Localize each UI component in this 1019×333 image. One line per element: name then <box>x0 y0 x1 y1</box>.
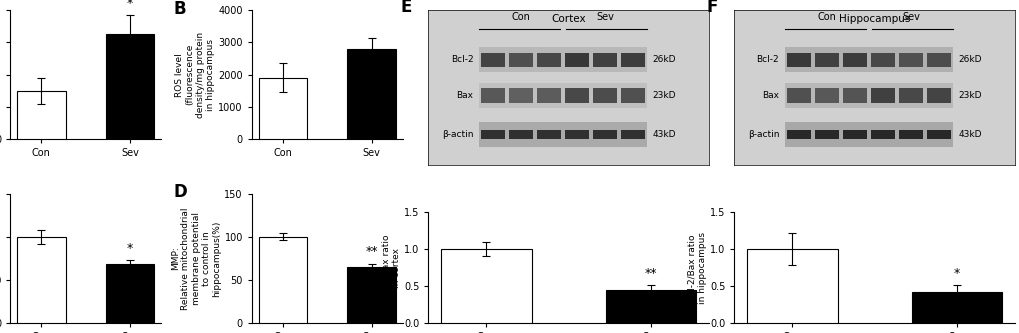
Bar <box>814 53 838 67</box>
Bar <box>593 88 616 103</box>
Text: Cortex: Cortex <box>551 14 585 24</box>
Bar <box>440 249 531 323</box>
Bar <box>481 53 504 67</box>
Bar <box>746 249 837 323</box>
Text: **: ** <box>365 245 378 258</box>
Bar <box>565 88 588 103</box>
Bar <box>621 53 644 67</box>
Text: D: D <box>173 183 186 201</box>
Bar <box>814 88 838 103</box>
Bar <box>17 237 66 323</box>
Bar <box>537 130 560 139</box>
Bar <box>899 88 922 103</box>
Text: *: * <box>126 242 133 255</box>
Bar <box>787 53 810 67</box>
Text: Bcl-2: Bcl-2 <box>450 55 473 64</box>
Bar <box>605 290 696 323</box>
Bar <box>870 53 894 67</box>
Bar <box>537 88 560 103</box>
Text: E: E <box>399 0 412 16</box>
Text: 43kD: 43kD <box>652 130 676 139</box>
Text: Sev: Sev <box>596 12 613 22</box>
Bar <box>814 130 838 139</box>
Bar <box>106 34 154 139</box>
Bar <box>347 267 395 323</box>
Text: 43kD: 43kD <box>958 130 981 139</box>
Bar <box>870 130 894 139</box>
Bar <box>478 83 647 108</box>
Bar <box>899 130 922 139</box>
Bar <box>478 47 647 72</box>
Bar <box>481 88 504 103</box>
Text: β-actin: β-actin <box>747 130 779 139</box>
Y-axis label: Bcl-2/Bax ratio
in hippocampus: Bcl-2/Bax ratio in hippocampus <box>687 231 706 303</box>
Bar <box>259 78 307 139</box>
Text: Sev: Sev <box>901 12 919 22</box>
Text: 23kD: 23kD <box>652 91 676 100</box>
Bar <box>565 130 588 139</box>
Text: Con: Con <box>816 12 836 22</box>
Text: *: * <box>126 0 133 10</box>
Text: B: B <box>173 0 185 18</box>
Bar <box>508 130 532 139</box>
Bar <box>784 83 952 108</box>
Text: 26kD: 26kD <box>958 55 981 64</box>
Bar <box>870 88 894 103</box>
Bar <box>843 53 866 67</box>
Bar <box>347 49 395 139</box>
Bar <box>926 88 950 103</box>
Bar <box>593 53 616 67</box>
Bar <box>784 122 952 147</box>
Text: β-actin: β-actin <box>441 130 473 139</box>
Bar <box>911 292 1001 323</box>
Bar <box>621 130 644 139</box>
Y-axis label: ROS level
(fluorescence
density/mg protein
in hippocampus: ROS level (fluorescence density/mg prote… <box>175 32 215 118</box>
Text: Bax: Bax <box>455 91 473 100</box>
Bar <box>784 47 952 72</box>
Bar <box>926 130 950 139</box>
Text: Con: Con <box>511 12 530 22</box>
Bar <box>481 130 504 139</box>
Text: Bax: Bax <box>761 91 779 100</box>
Bar <box>843 88 866 103</box>
Bar <box>787 88 810 103</box>
Bar <box>508 53 532 67</box>
Bar <box>17 91 66 139</box>
Bar <box>106 264 154 323</box>
Bar <box>787 130 810 139</box>
Text: *: * <box>953 267 959 280</box>
Y-axis label: Bcl-2/Bax ratio
in cortex: Bcl-2/Bax ratio in cortex <box>381 234 400 301</box>
Bar <box>478 122 647 147</box>
Text: Hippocampus: Hippocampus <box>838 14 909 24</box>
Text: **: ** <box>644 267 656 280</box>
Text: F: F <box>705 0 717 16</box>
Bar <box>926 53 950 67</box>
Bar <box>565 53 588 67</box>
Y-axis label: MMP:
Relative mitochondrial
membrane potential
to control in
hippocampus(%): MMP: Relative mitochondrial membrane pot… <box>171 207 221 310</box>
Bar <box>899 53 922 67</box>
Bar <box>259 237 307 323</box>
Bar <box>537 53 560 67</box>
Bar <box>593 130 616 139</box>
Bar <box>508 88 532 103</box>
Text: 26kD: 26kD <box>652 55 676 64</box>
Bar <box>621 88 644 103</box>
Text: 23kD: 23kD <box>958 91 981 100</box>
Text: Bcl-2: Bcl-2 <box>756 55 779 64</box>
Bar <box>843 130 866 139</box>
